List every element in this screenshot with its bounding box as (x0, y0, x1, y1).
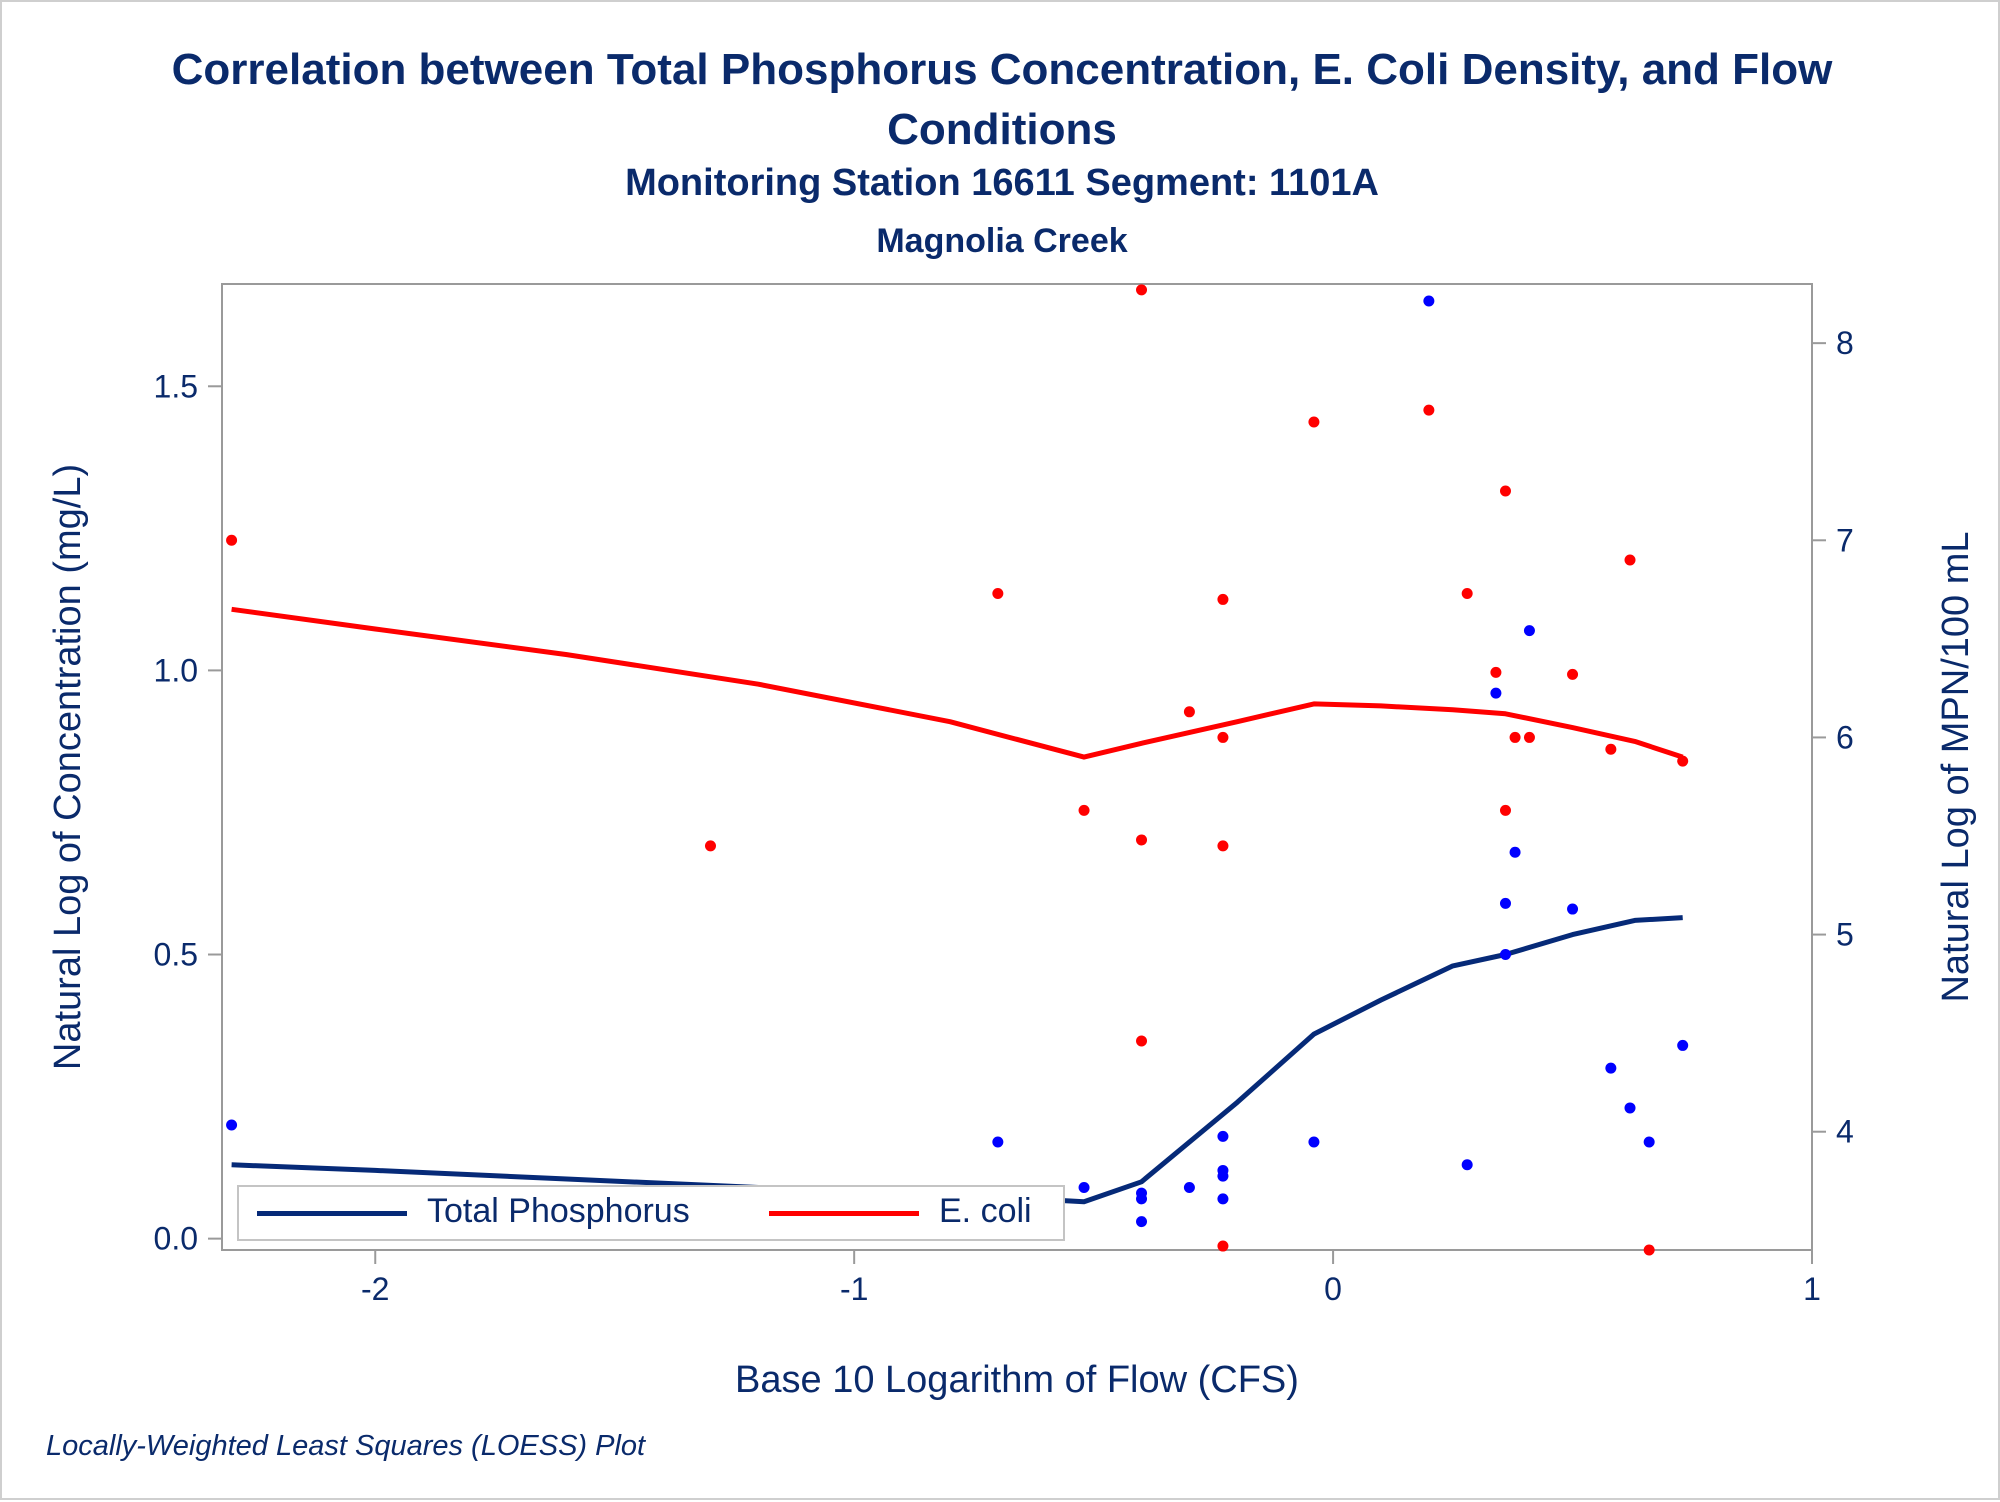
phosphorus-point (1217, 1193, 1229, 1205)
phosphorus-point (1677, 1039, 1689, 1051)
ecoli-point (1509, 731, 1521, 743)
y2-axis-label: Natural Log of MPN/100 mL (1935, 531, 1977, 1002)
phosphorus-point (1461, 1159, 1473, 1171)
phosphorus-point (226, 1119, 238, 1131)
ecoli-point (1567, 668, 1579, 680)
phosphorus-point (1136, 1216, 1148, 1228)
y2-tick-label: 4 (1836, 1114, 1854, 1150)
x-axis-label: Base 10 Logarithm of Flow (CFS) (735, 1359, 1299, 1401)
phosphorus-point (1308, 1136, 1320, 1148)
y2-tick-label: 7 (1836, 522, 1854, 558)
phosphorus-point (1490, 687, 1502, 699)
ecoli-point (1423, 404, 1435, 416)
phosphorus-point (1523, 625, 1535, 637)
phosphorus-point (1217, 1170, 1229, 1182)
ecoli-point (1217, 731, 1229, 743)
x-tick-label: -1 (840, 1271, 868, 1307)
ecoli-point (1461, 588, 1473, 600)
ecoli-point (1624, 554, 1636, 566)
ecoli-point (1605, 743, 1617, 755)
phosphorus-point (1078, 1181, 1090, 1193)
ecoli-point (992, 588, 1004, 600)
legend-label-phosphorus: Total Phosphorus (427, 1192, 690, 1230)
x-tick-label: -2 (361, 1271, 389, 1307)
phosphorus-point (1183, 1181, 1195, 1193)
y2-tick-label: 8 (1836, 325, 1854, 361)
plot-frame (221, 283, 1813, 1251)
ecoli-point (1677, 755, 1689, 767)
phosphorus-point (992, 1136, 1004, 1148)
ecoli-point (1308, 416, 1320, 428)
x-tick-label: 1 (1803, 1271, 1821, 1307)
ecoli-point (1217, 593, 1229, 605)
phosphorus-point (1499, 897, 1511, 909)
loess-line-ecoli (231, 606, 1684, 760)
phosphorus-point (1136, 1193, 1148, 1205)
phosphorus-point (1567, 903, 1579, 915)
ecoli-point (1136, 834, 1148, 846)
phosphorus-point (1605, 1062, 1617, 1074)
chart-title-line-2: Conditions (887, 105, 1117, 154)
phosphorus-point (1509, 846, 1521, 858)
footnote: Locally-Weighted Least Squares (LOESS) P… (46, 1430, 646, 1462)
ecoli-point (1217, 840, 1229, 852)
ecoli-point (1136, 284, 1148, 296)
legend-label-ecoli: E. coli (939, 1192, 1032, 1230)
legend-swatch-phosphorus (257, 1211, 407, 1216)
ecoli-point (1136, 1035, 1148, 1047)
y-tick-label: 0.0 (154, 1221, 198, 1257)
ecoli-point (1217, 1240, 1229, 1252)
ecoli-point (1499, 485, 1511, 497)
ecoli-point (1183, 706, 1195, 718)
ecoli-point (1523, 731, 1535, 743)
y2-tick-label: 5 (1836, 917, 1854, 953)
loess-line-phosphorus (231, 915, 1683, 1205)
phosphorus-point (1217, 1130, 1229, 1142)
legend: Total Phosphorus E. coli (237, 1185, 1065, 1241)
ecoli-point (1499, 804, 1511, 816)
chart-subtitle: Monitoring Station 16611 Segment: 1101A (625, 162, 1379, 204)
phosphorus-point (1643, 1136, 1655, 1148)
ecoli-point (226, 534, 238, 546)
y-axis-label: Natural Log of Concentration (mg/L) (47, 464, 89, 1070)
chart-title-line-1: Correlation between Total Phosphorus Con… (171, 45, 1833, 94)
y-tick-label: 1.0 (154, 652, 198, 688)
y-tick-label: 1.5 (154, 368, 198, 404)
legend-swatch-ecoli (769, 1211, 919, 1216)
ecoli-point (704, 840, 716, 852)
x-tick-label: 0 (1324, 1271, 1342, 1307)
ecoli-point (1643, 1244, 1655, 1256)
phosphorus-point (1423, 295, 1435, 307)
y-tick-label: 0.5 (154, 937, 198, 973)
ecoli-point (1078, 804, 1090, 816)
ecoli-point (1490, 666, 1502, 678)
phosphorus-point (1624, 1102, 1636, 1114)
y2-tick-label: 6 (1836, 719, 1854, 755)
chart-subtitle-2: Magnolia Creek (876, 222, 1128, 260)
chart-title: Correlation between Total Phosphorus Con… (2, 40, 2000, 160)
phosphorus-point (1499, 949, 1511, 961)
